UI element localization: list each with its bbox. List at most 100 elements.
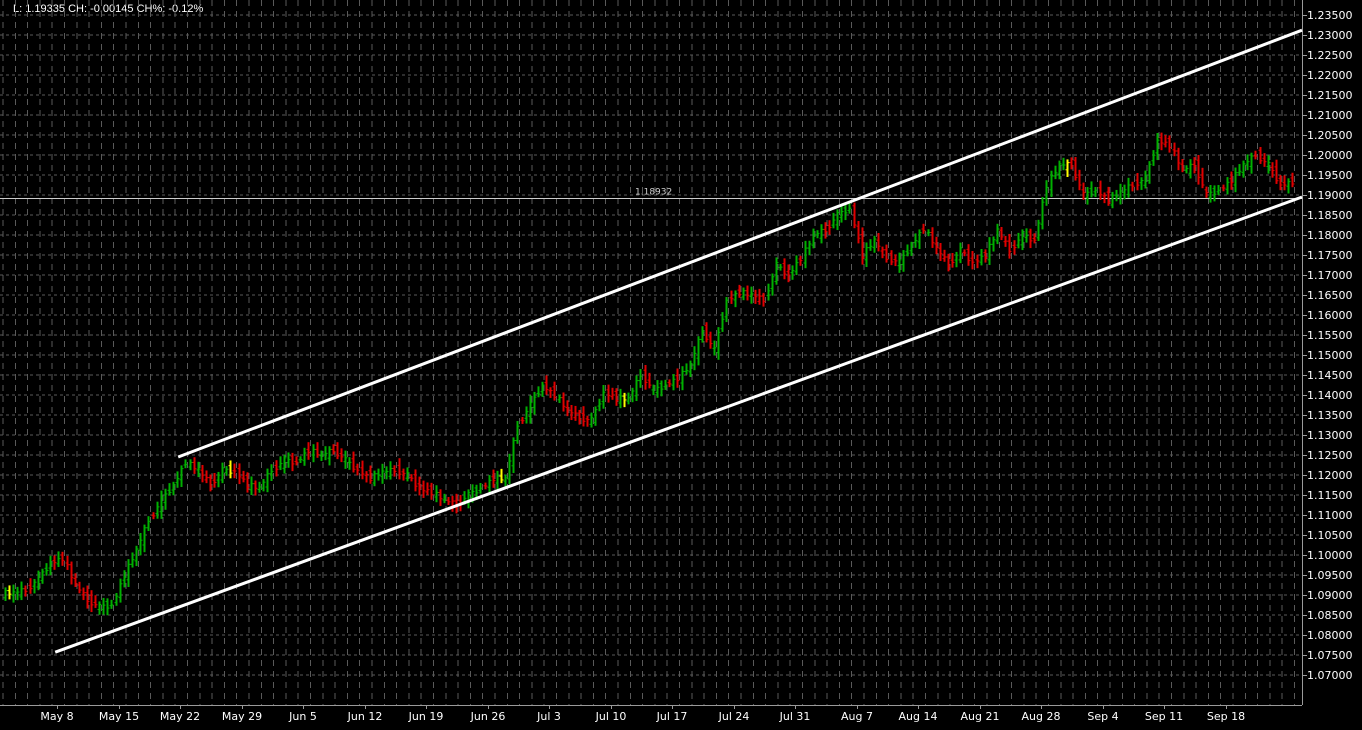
price-bar: [696, 336, 701, 366]
price-bar: [807, 240, 812, 256]
price-bar: [585, 415, 590, 427]
price-bar: [983, 249, 988, 263]
price-tick-label: 1.12500: [1307, 449, 1353, 462]
price-bar: [1196, 155, 1201, 185]
price-bar: [118, 578, 123, 603]
price-bar: [28, 578, 33, 594]
time-tick-label: Jul 17: [656, 710, 688, 723]
price-bar: [208, 474, 213, 492]
price-bar: [450, 495, 455, 512]
time-tick-label: Jul 31: [779, 710, 811, 723]
current-price-label: 1.18932: [635, 188, 672, 198]
price-bar: [979, 249, 984, 266]
price-tick-label: 1.15000: [1307, 349, 1353, 362]
price-bar: [745, 285, 750, 301]
price-bar: [397, 458, 402, 480]
price-bar: [122, 570, 127, 588]
price-bar: [491, 469, 496, 488]
price-bar: [1020, 229, 1025, 251]
price-bar: [1176, 147, 1181, 171]
price-bar: [146, 516, 151, 531]
price-bar: [380, 463, 385, 484]
price-bar: [188, 459, 193, 471]
change-label: CH:: [68, 3, 88, 15]
price-bar: [823, 222, 828, 239]
price-bar: [286, 452, 291, 468]
price-tick-label: 1.11000: [1307, 509, 1353, 522]
price-bar: [7, 585, 12, 600]
price-tick-label: 1.16500: [1307, 289, 1353, 302]
price-bar: [228, 460, 233, 479]
price-bar: [142, 524, 147, 553]
price-bar: [499, 468, 504, 484]
price-bar: [1258, 147, 1263, 164]
price-bar: [1155, 133, 1160, 161]
price-tick-label: 1.15500: [1307, 329, 1353, 342]
price-bar: [1167, 135, 1172, 153]
price-bar: [720, 312, 725, 332]
grid: [0, 0, 1302, 705]
price-bar: [15, 586, 20, 601]
price-bar: [1085, 187, 1090, 205]
last-label: L:: [13, 3, 23, 15]
price-tick-label: 1.21000: [1307, 109, 1353, 122]
price-bar: [1212, 185, 1217, 202]
price-bar: [1151, 150, 1156, 166]
price-bar: [319, 450, 324, 461]
price-bar: [360, 460, 365, 480]
price-bar: [220, 462, 225, 484]
price-tick-label: 1.21500: [1307, 89, 1353, 102]
price-bar: [835, 209, 840, 231]
price-bar: [1114, 189, 1119, 202]
price-bar: [741, 287, 746, 301]
price-bar: [1159, 132, 1164, 151]
price-bar: [93, 595, 98, 608]
price-bar: [1135, 173, 1140, 191]
price-bar: [724, 297, 729, 323]
price-bar: [109, 599, 114, 609]
price-bar: [999, 227, 1004, 241]
price-bar: [134, 545, 139, 567]
price-bar: [774, 257, 779, 285]
price-bar: [343, 450, 348, 469]
price-tick-label: 1.13000: [1307, 429, 1353, 442]
time-tick-label: May 29: [222, 710, 262, 723]
price-bar: [1016, 232, 1021, 249]
price-bar: [889, 250, 894, 266]
price-bar: [1028, 228, 1033, 249]
price-bar: [151, 512, 156, 520]
price-bar: [446, 497, 451, 505]
price-bar: [1044, 180, 1049, 206]
price-bar: [1216, 185, 1221, 195]
price-bar: [593, 406, 598, 426]
price-bar: [1102, 192, 1107, 204]
price-bar: [884, 244, 889, 263]
price-bar: [1126, 177, 1131, 198]
price-bar: [126, 559, 131, 587]
price-bar: [298, 456, 303, 463]
price-tick-label: 1.12000: [1307, 469, 1353, 482]
price-bar: [73, 573, 78, 587]
price-bar: [1032, 233, 1037, 244]
price-bar: [60, 551, 65, 566]
price-bar: [601, 385, 606, 409]
price-bar: [253, 480, 258, 496]
price-bar: [503, 474, 508, 487]
price-tick-label: 1.14000: [1307, 389, 1353, 402]
time-tick-label: Jul 3: [536, 710, 561, 723]
price-bar: [515, 421, 520, 444]
price-bar: [1053, 165, 1058, 180]
price-bar: [65, 555, 70, 570]
price-bar: [1282, 175, 1287, 191]
price-bar: [1061, 157, 1066, 171]
price-bar: [975, 254, 980, 269]
price-bar: [1192, 157, 1197, 174]
price-bar: [700, 326, 705, 343]
price-bar: [651, 384, 656, 396]
price-bar: [815, 230, 820, 239]
price-bar: [540, 381, 545, 397]
price-bar: [171, 481, 176, 496]
time-tick-label: May 15: [99, 710, 139, 723]
price-bar: [483, 482, 488, 490]
